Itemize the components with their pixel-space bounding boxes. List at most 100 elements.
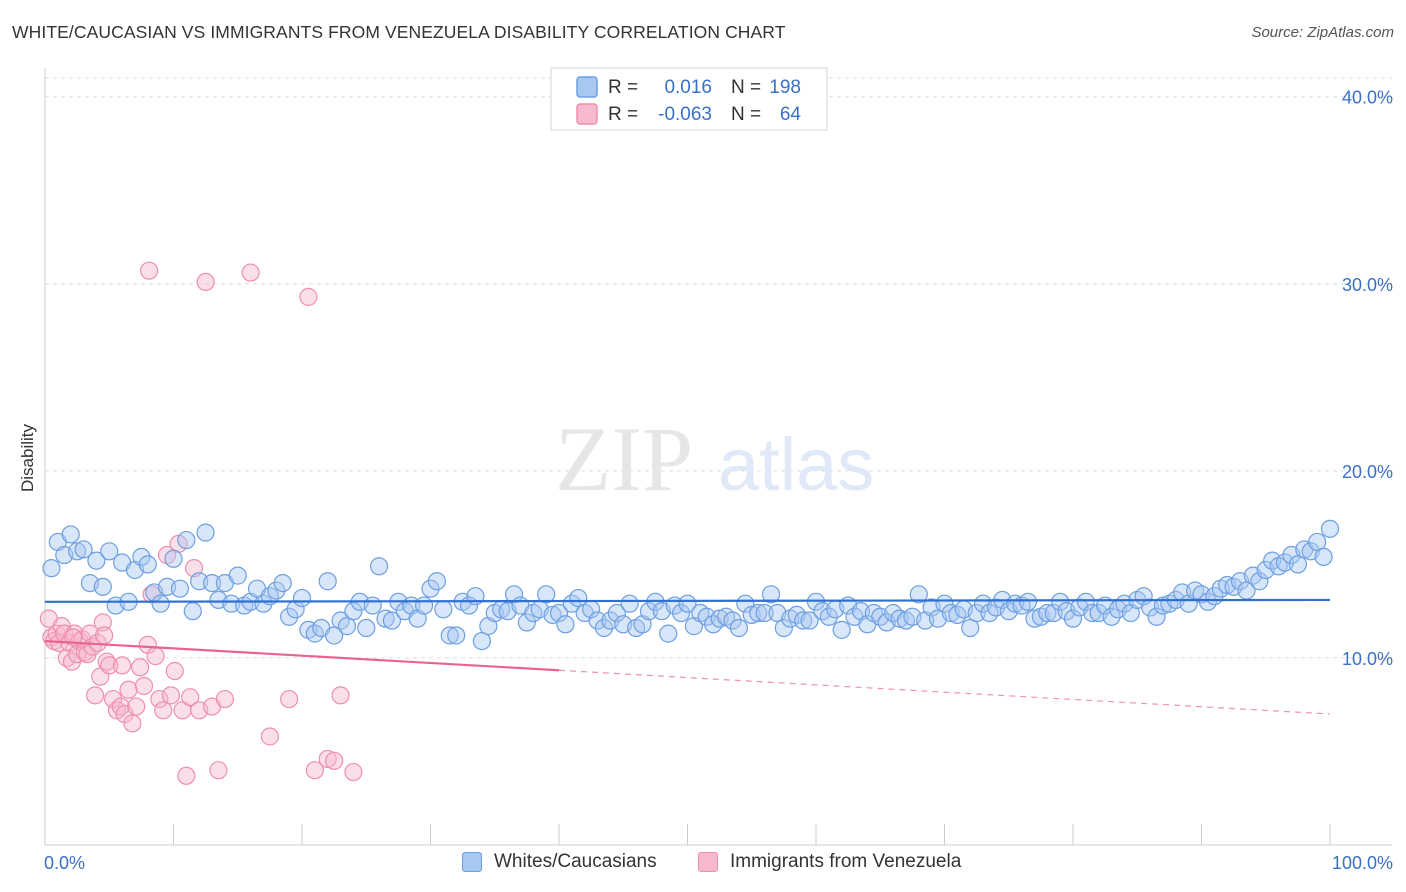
series-white-points xyxy=(42,519,1340,651)
white-point-29 xyxy=(228,566,247,585)
legend-n-label-1: N = xyxy=(731,77,761,98)
legend-label-venezuela: Immigrants from Venezuela xyxy=(730,851,962,872)
legend-item-whites: Whites/Caucasians xyxy=(462,851,657,873)
white-point-98 xyxy=(671,603,691,623)
white-point-123 xyxy=(832,620,851,639)
white-point-36 xyxy=(273,573,292,593)
white-point-80 xyxy=(556,615,575,634)
legend-swatch-pink xyxy=(576,103,598,125)
white-point-20 xyxy=(170,579,190,598)
venezuela-point-24 xyxy=(104,689,123,709)
white-point-33 xyxy=(254,594,273,613)
legend-r-label-1: R = xyxy=(608,77,638,98)
venezuela-point-58 xyxy=(331,686,350,705)
white-point-172 xyxy=(1147,607,1166,626)
venezuela-point-47 xyxy=(196,272,215,292)
white-point-168 xyxy=(1121,603,1140,623)
y-tick-label-20: 20.0% xyxy=(1342,462,1393,482)
venezuela-point-31 xyxy=(130,658,150,677)
x-tick-label-0: 0.0% xyxy=(44,853,85,873)
white-point-49 xyxy=(357,618,376,638)
venezuela-point-18 xyxy=(86,686,105,705)
white-point-85 xyxy=(588,611,607,630)
legend-r-value-2: -0.063 xyxy=(658,104,712,125)
watermark-atlas: atlas xyxy=(718,423,874,506)
white-point-194 xyxy=(1288,555,1307,574)
white-point-88 xyxy=(607,603,626,623)
venezuela-point-43 xyxy=(177,766,196,785)
legend-r-label-2: R = xyxy=(608,104,638,125)
venezuela-point-23 xyxy=(100,656,119,675)
white-point-5 xyxy=(74,540,93,559)
white-point-199 xyxy=(1320,519,1340,538)
venezuela-point-57 xyxy=(325,751,344,770)
white-point-79 xyxy=(549,603,569,623)
white-point-155 xyxy=(1038,603,1057,623)
white-point-14 xyxy=(132,547,151,567)
white-point-161 xyxy=(1076,592,1095,611)
venezuela-point-59 xyxy=(344,762,363,782)
venezuela-point-40 xyxy=(165,661,184,681)
source-label: Source: ZipAtlas.com xyxy=(1251,24,1394,41)
white-point-96 xyxy=(659,624,678,643)
white-point-17 xyxy=(151,594,170,613)
white-point-159 xyxy=(1063,609,1083,628)
legend-n-value-2: 64 xyxy=(780,104,802,125)
white-point-50 xyxy=(363,596,382,615)
bottom-legend: Whites/Caucasians Immigrants from Venezu… xyxy=(0,851,1406,877)
white-point-9 xyxy=(100,542,119,561)
white-point-51 xyxy=(370,557,389,576)
white-point-19 xyxy=(164,549,183,568)
series-venezuela-points xyxy=(39,261,363,785)
white-point-24 xyxy=(196,523,215,542)
venezuela-point-28 xyxy=(119,680,138,699)
white-point-121 xyxy=(819,607,838,626)
trend-lines xyxy=(44,598,1331,715)
white-point-62 xyxy=(440,626,459,645)
venezuela-point-29 xyxy=(123,714,142,733)
white-point-197 xyxy=(1308,532,1327,552)
white-point-43 xyxy=(318,572,337,591)
white-point-25 xyxy=(202,573,222,593)
white-point-68 xyxy=(479,617,498,636)
white-point-152 xyxy=(1018,592,1038,611)
white-point-111 xyxy=(755,603,774,623)
white-point-74 xyxy=(517,613,536,632)
white-point-157 xyxy=(1051,592,1070,611)
white-point-7 xyxy=(87,551,106,570)
white-point-86 xyxy=(594,618,614,638)
venezuela-point-55 xyxy=(305,761,324,780)
white-point-59 xyxy=(421,579,440,598)
y-axis-label: Disability xyxy=(18,423,37,492)
venezuela-point-60 xyxy=(139,261,159,280)
white-point-114 xyxy=(774,618,793,638)
trend-line-dashed-1 xyxy=(558,669,1331,715)
chart-title: WHITE/CAUCASIAN VS IMMIGRANTS FROM VENEZ… xyxy=(12,22,786,42)
white-point-77 xyxy=(537,585,556,604)
legend-swatch-whites xyxy=(462,852,482,872)
white-point-143 xyxy=(961,618,980,638)
venezuela-point-37 xyxy=(154,701,173,720)
white-point-58 xyxy=(414,596,434,615)
legend-item-venezuela: Immigrants from Venezuela xyxy=(698,851,961,873)
white-point-35 xyxy=(267,581,286,600)
x-tick-label-100: 100.0% xyxy=(1332,853,1393,873)
white-point-135 xyxy=(909,585,928,604)
axis-layer: 10.0% 20.0% 30.0% 40.0% 0.0% 100.0% xyxy=(44,68,1393,873)
white-point-100 xyxy=(684,617,704,636)
white-point-110 xyxy=(749,603,768,623)
white-point-67 xyxy=(472,631,491,651)
white-point-15 xyxy=(138,555,157,574)
legend-label-whites: Whites/Caucasians xyxy=(494,851,657,872)
white-point-3 xyxy=(61,525,80,544)
venezuela-point-54 xyxy=(299,287,318,306)
trend-line-solid-1 xyxy=(44,639,560,672)
venezuela-point-53 xyxy=(280,689,299,709)
legend-swatch-blue xyxy=(576,76,598,98)
white-point-198 xyxy=(1314,547,1333,567)
venezuela-point-32 xyxy=(134,676,154,696)
legend-n-label-2: N = xyxy=(731,104,761,125)
y-tick-label-30: 30.0% xyxy=(1342,275,1393,295)
venezuela-point-61 xyxy=(112,656,132,675)
venezuela-point-56 xyxy=(318,749,337,769)
